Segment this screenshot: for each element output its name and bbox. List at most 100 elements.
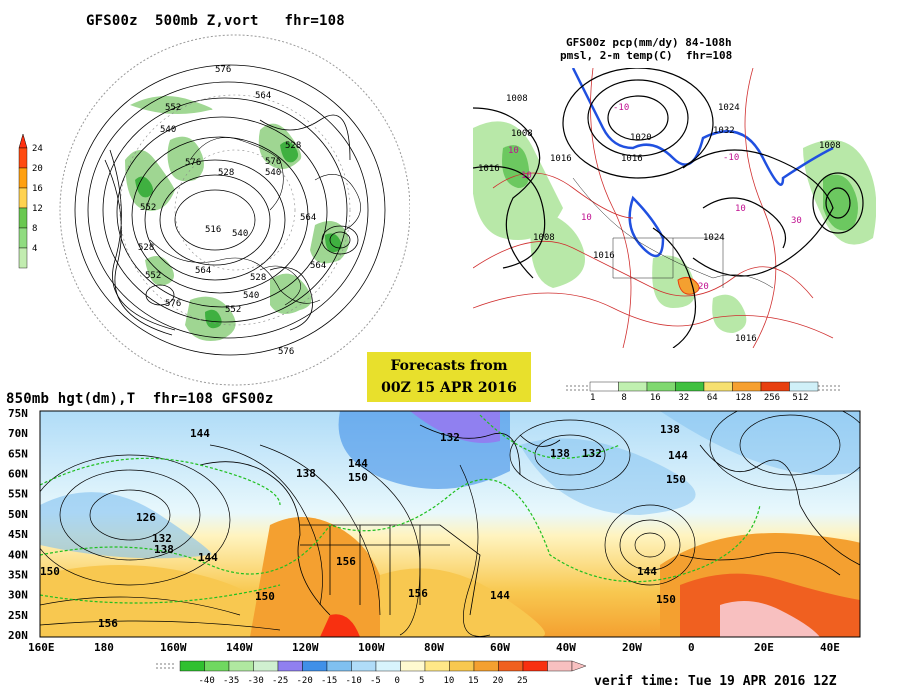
lon-label: 160E [28,641,55,654]
legend-tick: 32 [678,393,689,402]
legend-tick: -25 [272,676,288,686]
temp-label: 10 [735,204,746,214]
legend-tick: 16 [650,393,661,402]
polar-frame [59,34,410,386]
contour-label: 564 [255,91,271,101]
temp-label: 10 [508,146,519,156]
lon-label: 120W [292,641,319,654]
legend-swatch [18,147,28,169]
panel-precip-map: 1008 1008 1016 1016 1016 1032 1024 1024 … [473,68,876,348]
verification-time: verif time: Tue 19 APR 2016 12Z [594,674,837,689]
contour-label: 564 [310,261,326,271]
lat-label: 45N [8,528,28,541]
isobar-label: 1016 [735,334,757,344]
contour-label: 552 [165,103,181,113]
850mb-height-contours [40,411,860,637]
legend-tick: 20 [32,164,43,174]
legend-swatch [589,381,619,392]
contour-labels: 576 564 552 540 528 576 540 552 564 528 … [138,65,326,357]
isobar-label: 1020 [630,133,652,143]
legend-swatch [179,660,205,672]
temp-label: -10 [613,103,629,113]
isobar-label: 1016 [593,251,615,261]
contour-label: 528 [250,273,266,283]
legend-swatch [277,660,303,672]
lat-label: 65N [8,447,28,460]
vorticity-shading-strong [135,141,342,329]
legend-swatch [400,660,426,672]
panel-850mb-title: 850mb hgt(dm),T fhr=108 GFS00z [6,391,274,407]
banner-line-1: Forecasts from [390,358,508,374]
contour-label: 552 [225,305,241,315]
lat-label: 60N [8,468,28,481]
lon-label: 40W [556,641,576,654]
lon-label: 180 [94,641,114,654]
lat-label: 50N [8,508,28,521]
isobar-label: 1008 [506,94,528,104]
height-label: 150 [656,593,676,606]
isobar-label: 1032 [713,126,735,136]
lon-label: 0 [688,641,695,654]
lat-label: 25N [8,609,28,622]
height-label: 138 [296,467,316,480]
isobar-label: 1016 [621,154,643,164]
longitude-labels: 160E 180 160W 140W 120W 100W 80W 60W 40W 20W 0 20E 4… [28,641,840,654]
legend-swatch [375,660,401,672]
banner-line-2: 00Z 15 APR 2016 [381,380,517,396]
legend-swatch [18,207,28,229]
contour-label: 516 [205,225,221,235]
lat-label: 55N [8,488,28,501]
legend-swatch [253,660,279,672]
legend-swatch [424,660,450,672]
isobar-label: 1008 [819,141,841,151]
contour-label: 576 [165,299,181,309]
height-label: 144 [668,449,688,462]
contour-label: 540 [243,291,259,301]
legend-swatch [302,660,328,672]
height-label: 138 [550,447,570,460]
lon-label: 20E [754,641,774,654]
legend-swatch [473,660,499,672]
legend-swatch [618,381,648,392]
legend-swatch [326,660,352,672]
lat-label: 70N [8,427,28,440]
legend-swatch [522,660,548,672]
lon-label: 80W [424,641,444,654]
legend-tick: 24 [32,144,43,154]
height-label: 144 [190,427,210,440]
legend-arrow [571,660,587,672]
lat-label: 40N [8,548,28,561]
legend-swatch [732,381,762,392]
legend-swatch [789,381,819,392]
height-labels: 144 132 138 138 144 150 138 132 144 150 … [40,423,688,630]
legend-tick: 0 [395,676,400,686]
isobars [473,68,864,348]
legend-tick: 1 [590,393,595,402]
temp-label: -10 [723,153,739,163]
height-label: 138 [660,423,680,436]
height-label: 126 [136,511,156,524]
isobar-label: 1024 [718,103,740,113]
contour-label: 528 [218,168,234,178]
height-label: 156 [336,555,356,568]
height-label: 150 [40,565,60,578]
legend-tick: 12 [32,204,43,214]
legend-tick: 256 [764,393,780,402]
legend-tick: 128 [735,393,751,402]
contour-label: 564 [195,266,211,276]
lat-label: 75N [8,407,28,420]
temp-labels: -10 10 10 10 20 10 -10 30 [508,103,802,292]
legend-tick: 15 [468,676,479,686]
temp-label: 20 [698,282,709,292]
contour-label: 528 [285,141,301,151]
legend-tick: 5 [419,676,424,686]
forecast-banner: Forecasts from 00Z 15 APR 2016 [367,352,531,402]
legend-swatch [351,660,377,672]
legend-swatch [449,660,475,672]
coastlines [149,137,361,306]
contour-label: 576 [265,157,281,167]
height-label: 132 [152,532,172,545]
contour-label: 552 [140,203,156,213]
legend-tick: 25 [517,676,528,686]
legend-swatch [547,660,573,672]
